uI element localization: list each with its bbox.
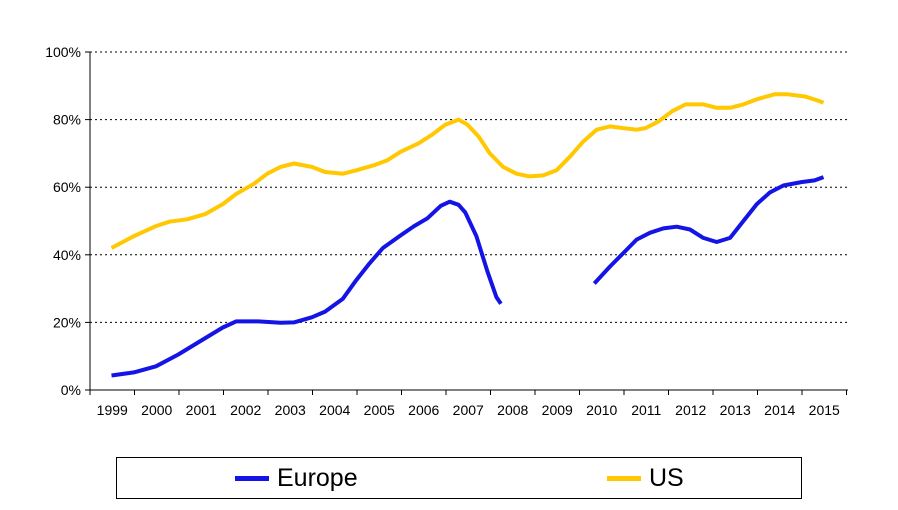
legend: Europe US — [116, 457, 802, 499]
legend-item-europe: Europe — [235, 458, 358, 498]
x-tick-label: 2011 — [631, 402, 661, 418]
x-tick-label: 2001 — [186, 402, 217, 418]
x-tick-label: 2015 — [809, 402, 840, 418]
y-tick-label: 60% — [53, 179, 81, 195]
legend-item-us: US — [607, 458, 684, 498]
x-tick-label: 2008 — [497, 402, 528, 418]
y-tick-label: 80% — [53, 112, 81, 128]
y-tick-label: 0% — [61, 382, 81, 398]
x-tick-label: 2013 — [720, 402, 751, 418]
x-tick-label: 2002 — [230, 402, 261, 418]
x-tick-label: 2012 — [675, 402, 706, 418]
legend-swatch-europe — [235, 475, 269, 481]
axes — [85, 51, 848, 395]
y-tick-label: 20% — [53, 314, 81, 330]
x-tick-label: 1999 — [97, 402, 128, 418]
series-line-europe — [592, 175, 825, 285]
y-tick-label: 40% — [53, 247, 81, 263]
line-chart: 0% 20% 40% 60% 80% 100% 1999 2000 2001 2002 2003 2… — [45, 44, 848, 418]
x-tick-label: 2005 — [364, 402, 395, 418]
x-tick-label: 2003 — [275, 402, 306, 418]
series-lines — [110, 92, 825, 378]
legend-label-us: US — [649, 463, 684, 492]
x-tick-label: 2009 — [542, 402, 573, 418]
x-tick-label: 2004 — [319, 402, 350, 418]
y-tick-labels: 0% 20% 40% 60% 80% 100% — [45, 44, 81, 398]
series-line-us — [110, 92, 825, 250]
x-tick-label: 2006 — [408, 402, 439, 418]
x-tick-label: 2000 — [141, 402, 172, 418]
legend-swatch-us — [607, 475, 641, 481]
series-line-europe — [111, 199, 503, 378]
x-tick-label: 2014 — [764, 402, 795, 418]
x-tick-label: 2007 — [453, 402, 484, 418]
legend-label-europe: Europe — [277, 463, 358, 492]
x-tick-labels: 1999 2000 2001 2002 2003 2004 2005 2006 2007 2008… — [97, 402, 840, 418]
gridlines — [90, 51, 848, 323]
x-tick-label: 2010 — [586, 402, 617, 418]
y-tick-label: 100% — [45, 44, 81, 60]
